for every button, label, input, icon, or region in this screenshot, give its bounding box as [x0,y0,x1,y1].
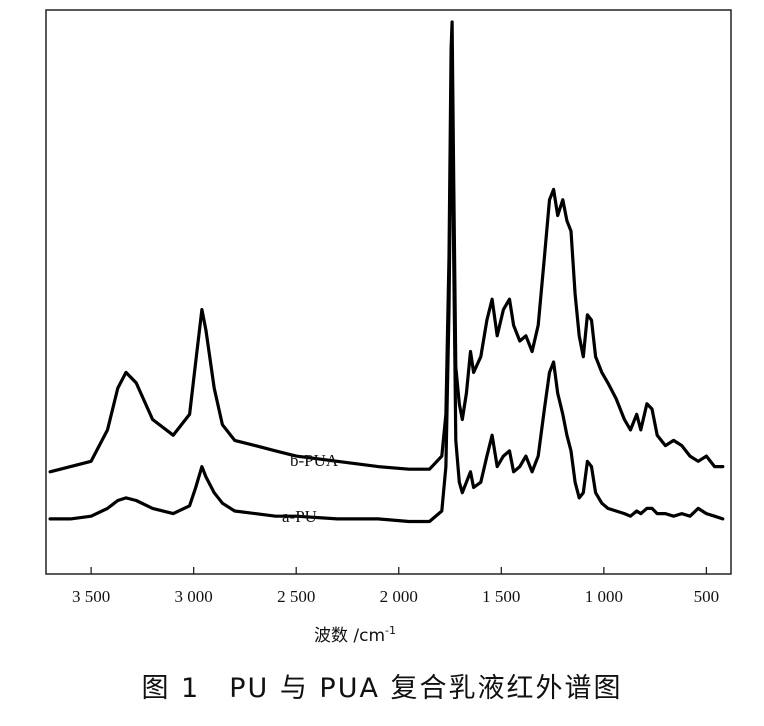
x-axis-title-text: 波数 /cm [314,626,385,646]
figure-caption: 图 1 PU 与 PUA 复合乳液红外谱图 [141,673,623,704]
x-tick-label: 3 000 [175,587,213,606]
x-tick-label: 2 000 [380,587,418,606]
series-line-a-pu [48,83,725,524]
series-label-b-pua: b-PUA [290,451,339,470]
x-tick-label: 500 [694,587,720,606]
x-axis-title-superscript: -1 [385,624,396,637]
series-label-a-pu: a-PU [282,507,317,526]
x-axis-ticks: 3 500 3 000 2 500 2 000 1 500 1 000 500 [72,567,719,606]
series-line-b-pua [48,20,725,474]
x-tick-label: 2 500 [277,587,315,606]
x-tick-label: 3 500 [72,587,110,606]
x-tick-label: 1 000 [585,587,623,606]
x-axis-title: 波数 /cm-1 [314,624,396,646]
series-layer [48,20,725,524]
x-tick-label: 1 500 [482,587,520,606]
ftir-spectrum-chart: 3 500 3 000 2 500 2 000 1 500 1 000 500 b-PUA … [45,9,732,646]
plot-frame [45,9,732,575]
